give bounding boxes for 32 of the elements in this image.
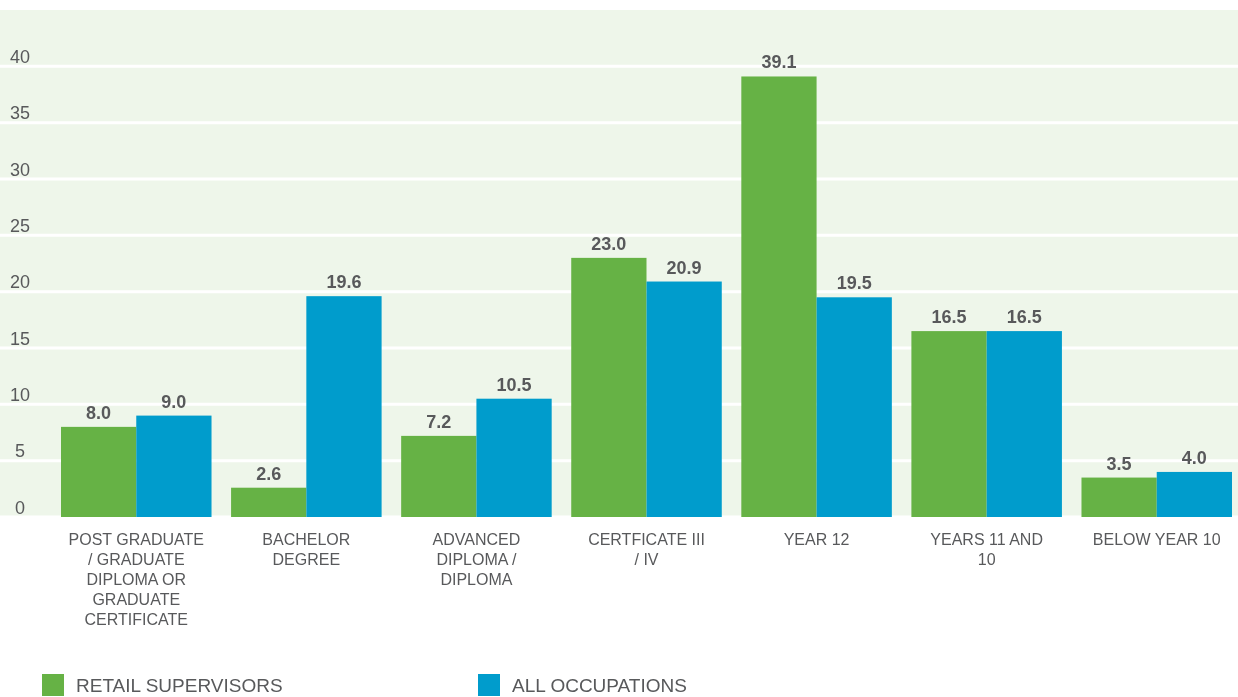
x-tick-label: ADVANCED DIPLOMA / DIPLOMA <box>432 531 521 588</box>
y-tick-label: 10 <box>9 385 31 406</box>
data-label: 4.0 <box>1181 447 1207 468</box>
y-tick-label: 0 <box>14 497 26 518</box>
y-tick-label: 35 <box>9 103 31 124</box>
data-label: 16.5 <box>931 307 967 328</box>
x-tick-label: YEARS 11 AND 10 <box>930 531 1043 568</box>
data-label: 39.1 <box>761 52 797 73</box>
data-label: 9.0 <box>161 391 187 412</box>
legend-label: ALL OCCUPATIONS <box>512 675 687 696</box>
data-label: 19.6 <box>326 272 362 293</box>
x-tick-label: POST GRADUATE / GRADUATE DIPLOMA OR GRADUATE CERTIFICATE <box>68 531 204 628</box>
data-label: 19.5 <box>836 273 872 294</box>
data-label: 8.0 <box>86 402 112 423</box>
data-label: 2.6 <box>256 463 282 484</box>
y-tick-label: 25 <box>9 216 31 237</box>
data-label: 20.9 <box>666 257 702 278</box>
data-label: 23.0 <box>591 233 627 254</box>
y-tick-label: 20 <box>9 272 31 293</box>
data-label: 16.5 <box>1006 307 1042 328</box>
x-tick-label: BELOW YEAR 10 <box>1092 531 1221 548</box>
legend-label: RETAIL SUPERVISORS <box>76 675 283 696</box>
x-tick-label: BACHELOR DEGREE <box>262 531 351 568</box>
y-tick-label: 30 <box>9 159 31 180</box>
x-tick-label: CERTFICATE III / IV <box>588 531 705 568</box>
data-label: 10.5 <box>496 374 532 395</box>
y-tick-label: 15 <box>9 328 31 349</box>
y-tick-label: 40 <box>9 47 31 68</box>
y-tick-label: 5 <box>14 441 26 462</box>
data-label: 3.5 <box>1106 453 1132 474</box>
data-label: 7.2 <box>426 411 452 432</box>
x-tick-label: YEAR 12 <box>783 531 850 548</box>
